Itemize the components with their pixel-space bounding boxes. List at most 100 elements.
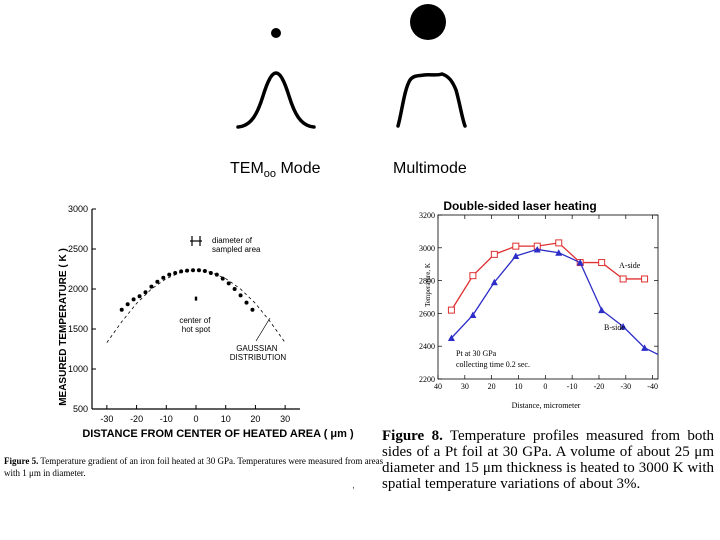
left-x-tick-label: -10 <box>160 414 173 424</box>
measured-point <box>125 302 130 307</box>
left-x-tick-label: -30 <box>100 414 113 424</box>
gaussian-fit-line <box>106 269 286 343</box>
left-x-tick-label: 30 <box>280 414 290 424</box>
a-side-point <box>447 306 455 314</box>
left-chart-marks <box>106 236 286 343</box>
b-side-point <box>598 306 606 314</box>
annotation-sampled-area: diameter of sampled area <box>212 236 261 254</box>
measured-point <box>238 293 243 298</box>
tem-gaussian-profile <box>236 71 316 129</box>
measured-point <box>173 271 178 275</box>
inset-collecting-time: collecting time 0.2 sec. <box>456 360 530 369</box>
b-side-point <box>512 252 520 259</box>
annotation-gaussian-line2: DISTRIBUTION <box>230 353 287 362</box>
tem-beam-spot <box>271 28 281 38</box>
left-y-tick-label: 2500 <box>68 244 88 254</box>
right-x-tick-label: -10 <box>567 382 578 391</box>
annotation-hot-spot-line2: hot spot <box>182 325 211 334</box>
annotation-hot-spot-line1: center of <box>179 316 211 325</box>
right-x-tick-label: -30 <box>620 382 631 391</box>
annotation-gaussian: GAUSSIAN DISTRIBUTION <box>230 344 287 362</box>
measured-point <box>149 284 154 289</box>
inset-pt-pressure: Pt at 30 GPa <box>456 349 497 358</box>
measured-point <box>244 300 249 305</box>
figure-5-caption: Figure 5. Temperature gradient of an iro… <box>4 455 386 479</box>
right-y-tick-label: 3200 <box>419 211 435 220</box>
annotation-hot-spot: center of hot spot <box>179 316 212 334</box>
a-side-point <box>555 239 563 247</box>
multimode-beam-spot <box>410 4 446 40</box>
right-y-tick-label: 3000 <box>419 244 435 253</box>
b-side-point <box>576 259 584 266</box>
b-side-point <box>490 278 498 286</box>
left-y-tick-label: 3000 <box>68 204 88 214</box>
legend-a-side: A-side <box>619 261 641 270</box>
b-side-point <box>555 249 563 256</box>
figure-8-text: Temperature profiles measured from both … <box>382 428 715 492</box>
right-y-tick-label: 2800 <box>419 277 435 286</box>
right-chart-xlabel: Distance, micrometer <box>512 401 581 410</box>
right-chart-ylabel: Temperature, K <box>424 263 432 307</box>
a-side-point <box>469 272 477 280</box>
measured-point <box>167 272 172 277</box>
measured-point <box>196 268 201 273</box>
measured-point <box>208 271 213 275</box>
left-x-tick-label: 0 <box>193 414 198 424</box>
figure-8-caption: Figure 8. Temperature profiles measured … <box>382 428 714 492</box>
measured-point <box>155 279 160 284</box>
right-y-tick-label: 2400 <box>419 342 435 351</box>
measured-point <box>214 272 219 277</box>
b-side-point <box>469 311 477 319</box>
measured-point <box>185 268 190 273</box>
left-chart-ylabel: MEASURED TEMPERATURE ( K ) <box>58 248 69 406</box>
measured-point <box>161 275 166 280</box>
figure-5-text: Temperature gradient of an iron foil hea… <box>4 456 384 478</box>
b-side-point <box>641 344 649 351</box>
measured-point <box>179 269 184 274</box>
stray-mark: , <box>352 480 355 491</box>
right-x-tick-label: -20 <box>594 382 605 391</box>
right-x-tick-label: -40 <box>647 382 658 391</box>
right-y-tick-label: 2200 <box>419 375 435 384</box>
a-side-point <box>619 275 627 283</box>
tem-mode-label: TEMoo Mode <box>230 160 321 181</box>
right-chart-axes: 2200 2400 2600 2800 3000 3200 40 30 20 10 0 -10 -20 -… <box>419 211 659 391</box>
left-y-tick-label: 1000 <box>68 364 88 374</box>
double-sided-heating-chart: Double-sided laser heating 2200240026002… <box>419 199 659 410</box>
right-x-tick-label: 40 <box>434 382 442 391</box>
right-chart-marks <box>447 239 659 355</box>
left-x-tick-label: -20 <box>130 414 143 424</box>
measured-point <box>143 290 148 295</box>
right-x-tick-label: 30 <box>461 382 469 391</box>
center-point-marker <box>194 296 198 301</box>
right-x-tick-label: 10 <box>514 382 522 391</box>
measured-point <box>131 297 136 302</box>
b-side-point <box>619 323 627 330</box>
left-chart-xlabel: DISTANCE FROM CENTER OF HEATED AREA ( μm… <box>82 428 354 440</box>
annotation-gaussian-line1: GAUSSIAN <box>236 344 278 353</box>
a-side-point <box>598 259 606 267</box>
b-side-point <box>447 334 455 341</box>
right-x-tick-label: 20 <box>488 382 496 391</box>
b-side-point <box>533 245 541 253</box>
right-y-tick-label: 2600 <box>419 309 435 318</box>
measured-point <box>191 268 196 273</box>
right-x-tick-label: 0 <box>543 382 547 391</box>
a-side-point <box>512 242 520 250</box>
figure-5-label: Figure 5. <box>4 456 39 466</box>
figure-8-label: Figure 8. <box>382 428 443 444</box>
left-y-tick-label: 500 <box>73 404 88 414</box>
a-side-point <box>490 250 498 258</box>
multimode-label: Multimode <box>393 160 467 177</box>
annotation-sampled-area-line1: diameter of <box>212 236 253 245</box>
left-x-tick-label: 20 <box>250 414 260 424</box>
annotation-sampled-area-line2: sampled area <box>212 245 261 254</box>
measured-point <box>119 307 124 312</box>
measured-point <box>137 294 142 299</box>
beam-profile-illustrations <box>236 4 467 129</box>
left-x-tick-label: 10 <box>221 414 231 424</box>
right-chart-title: Double-sided laser heating <box>443 199 596 213</box>
legend-b-side: B-side <box>604 323 625 332</box>
a-side-point <box>641 275 649 283</box>
